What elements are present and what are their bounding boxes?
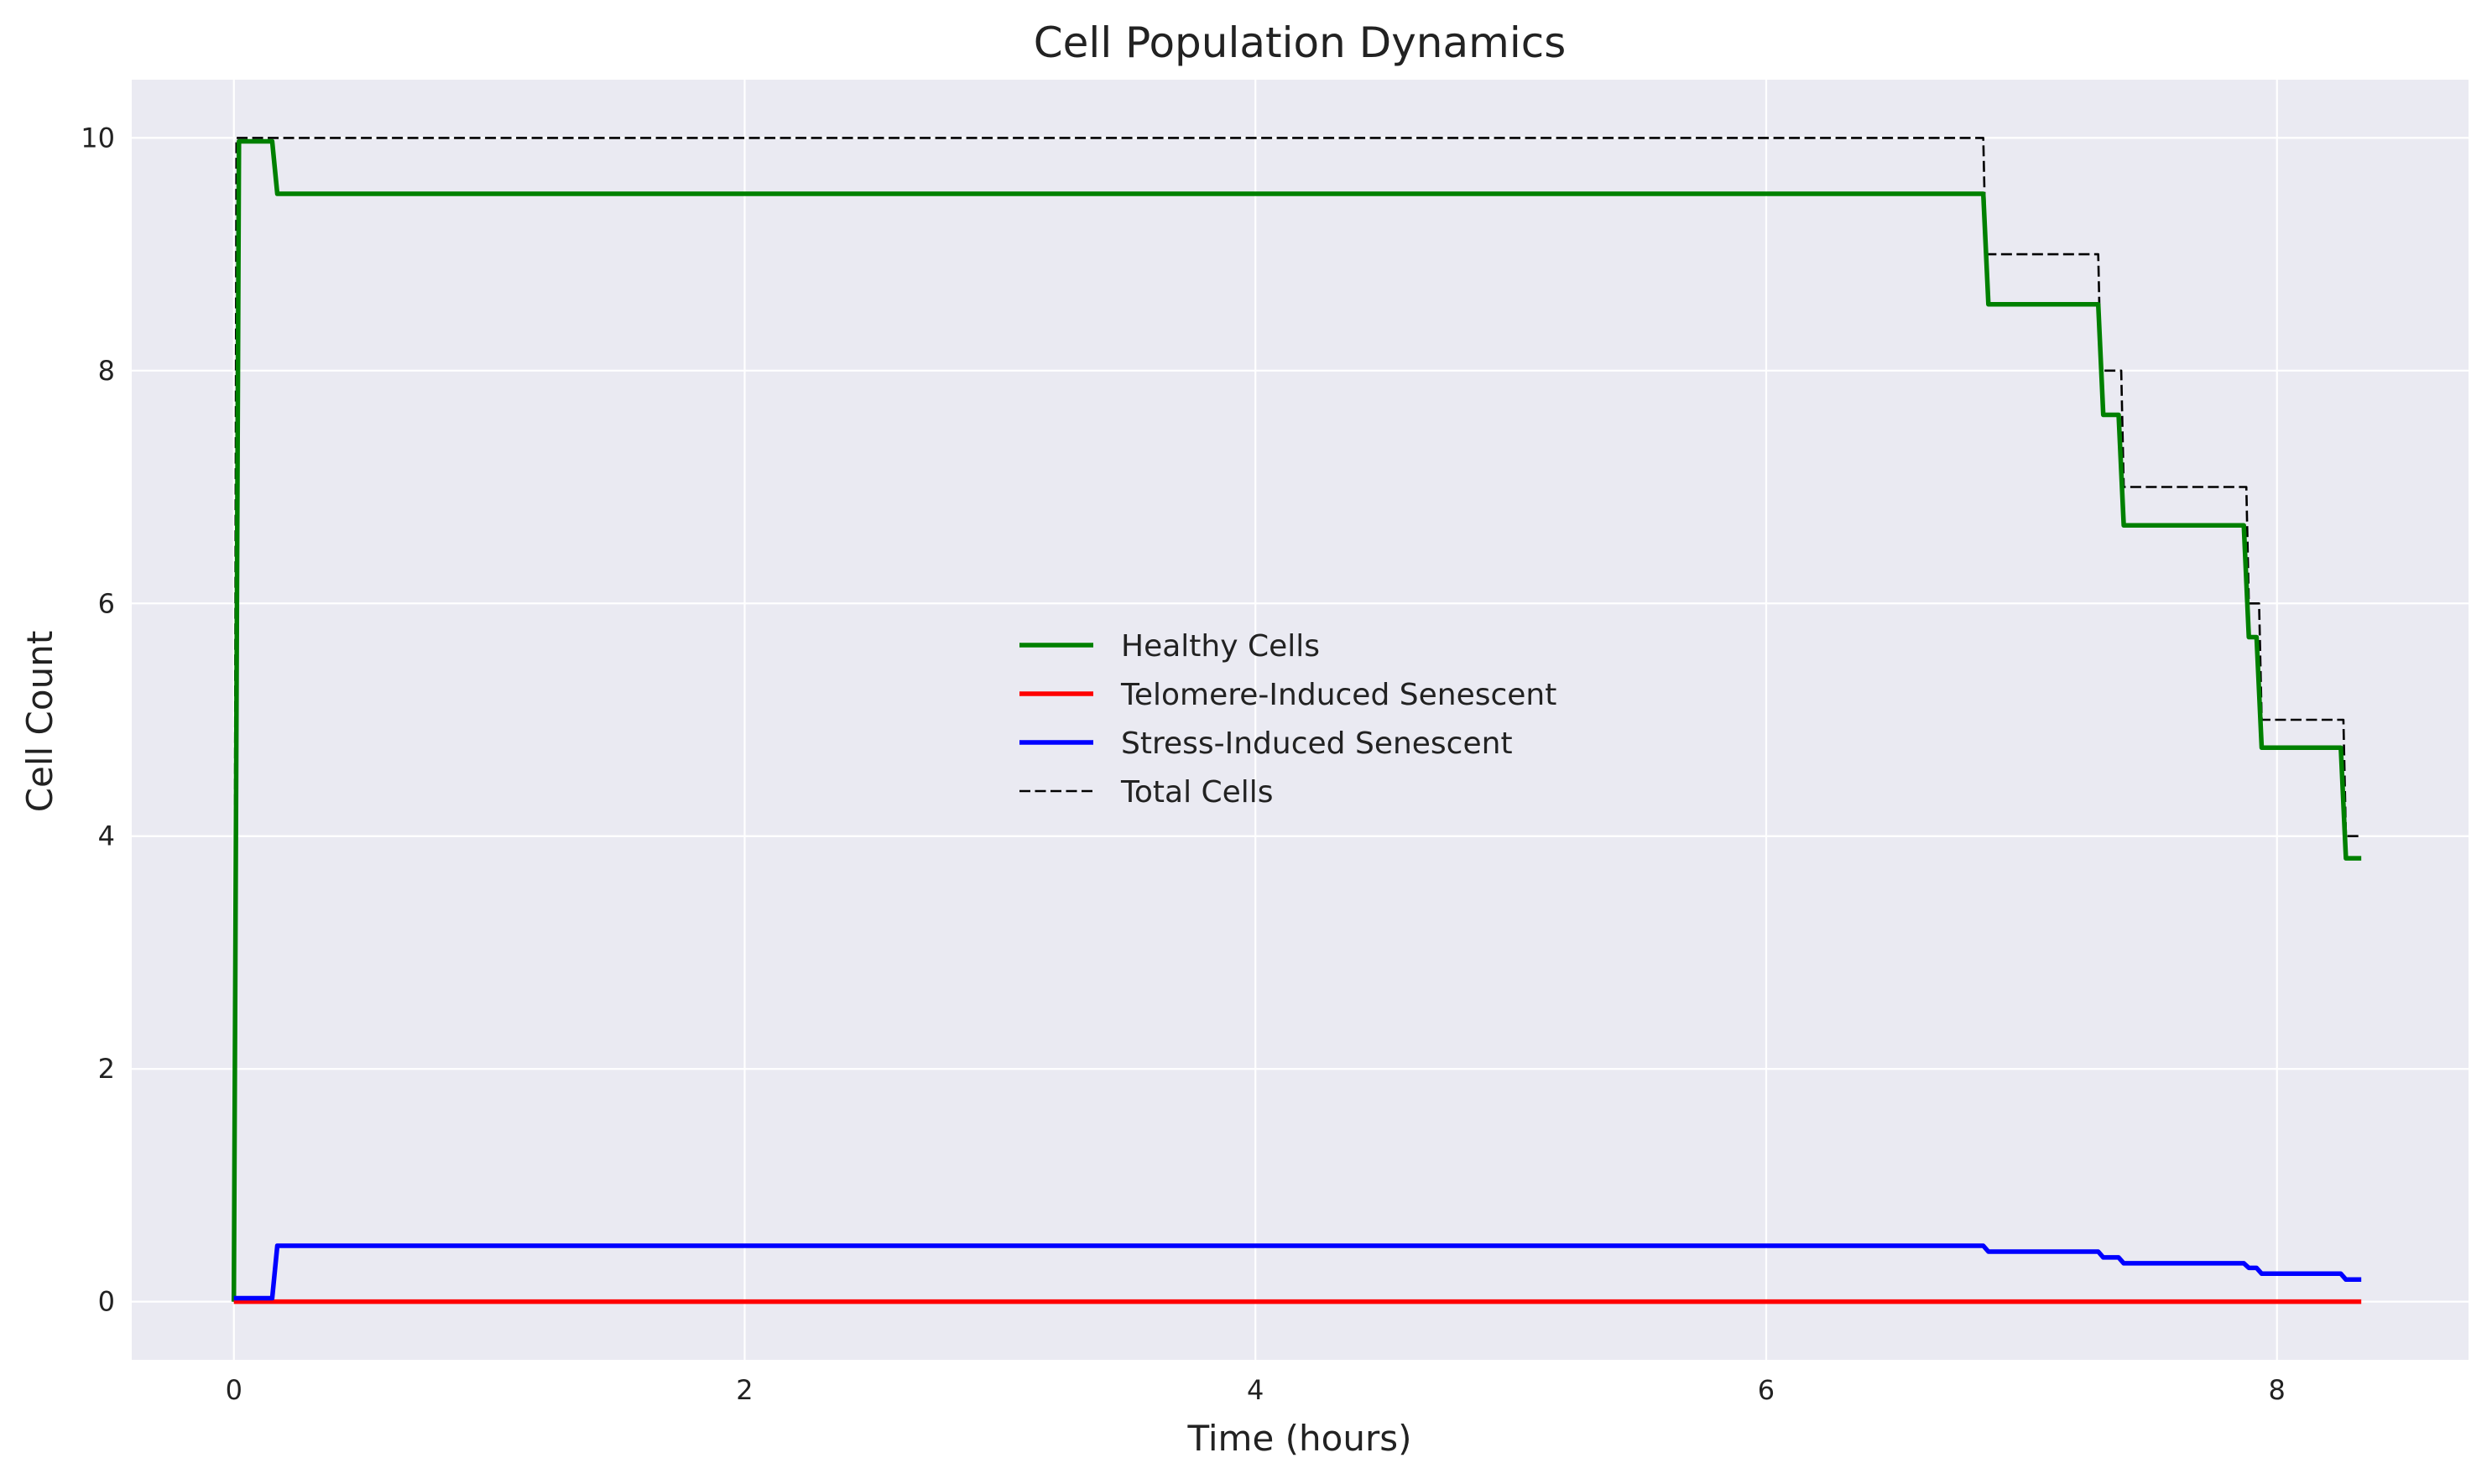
legend: Healthy Cells Telomere-Induced Senescent S…: [1019, 629, 1556, 810]
x-tick-label: 4: [1247, 1374, 1264, 1406]
y-tick-label: 6: [98, 587, 115, 619]
legend-label: Healthy Cells: [1121, 629, 1320, 664]
x-tick-label: 6: [1758, 1374, 1775, 1406]
y-axis-label: Cell Count: [19, 631, 60, 813]
series-line-1: [231, 138, 2362, 1302]
y-tick-label: 4: [98, 820, 115, 852]
series-line-3: [233, 1243, 2362, 1301]
x-tick-label: 0: [226, 1374, 242, 1406]
legend-label: Telomere-Induced Senescent: [1120, 678, 1556, 712]
y-axis-ticks: 0 2 4 6 8 10: [81, 122, 115, 1317]
x-axis-ticks: 0 2 4 6 8: [226, 1374, 2286, 1406]
legend-label: Total Cells: [1120, 775, 1274, 810]
x-tick-label: 8: [2269, 1374, 2286, 1406]
y-tick-label: 10: [81, 122, 115, 154]
x-tick-label: 2: [736, 1374, 753, 1406]
x-axis-label: Time (hours): [1187, 1418, 1412, 1459]
chart-title: Cell Population Dynamics: [1034, 18, 1567, 67]
y-tick-label: 2: [98, 1053, 115, 1085]
plot-area: [132, 80, 2469, 1360]
series-layer: [231, 137, 2362, 1304]
y-tick-label: 8: [98, 355, 115, 387]
legend-label: Stress-Induced Senescent: [1121, 726, 1513, 761]
y-tick-label: 0: [98, 1286, 115, 1318]
